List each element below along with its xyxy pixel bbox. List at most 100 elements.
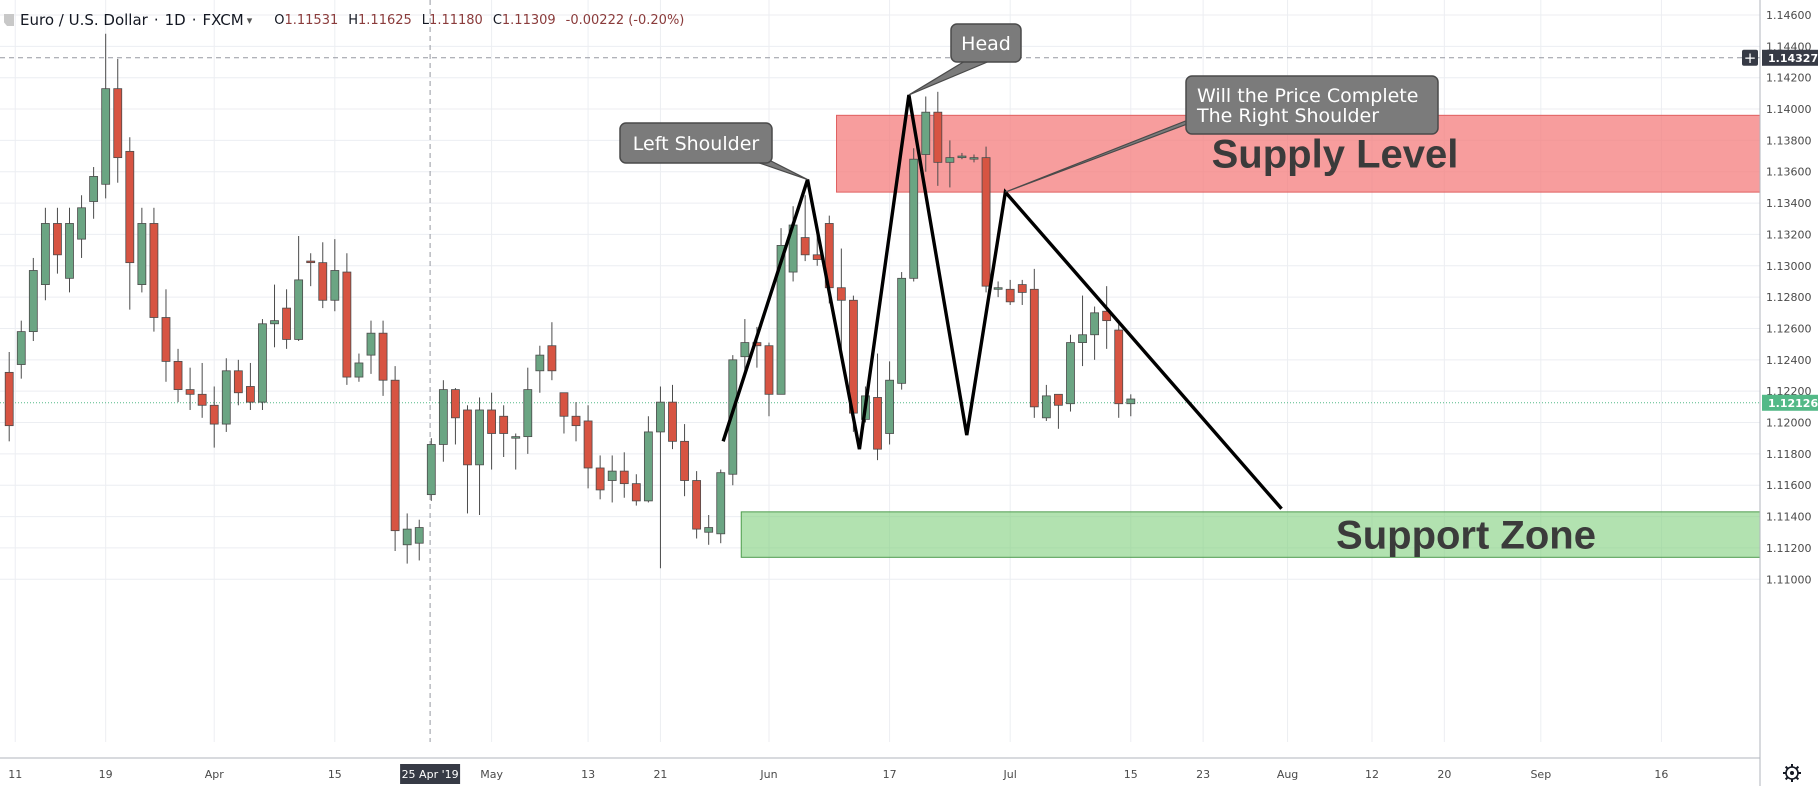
candle xyxy=(487,392,497,470)
candle xyxy=(463,405,472,514)
y-tick-label: 1.12400 xyxy=(1766,354,1812,367)
candle xyxy=(921,96,931,172)
chevron-down-icon[interactable]: ▾ xyxy=(246,13,253,27)
candle-body xyxy=(571,415,581,427)
gear-tooth xyxy=(1795,776,1800,781)
candle xyxy=(221,358,231,432)
x-tick-label: Sep xyxy=(1530,768,1551,781)
x-tick-label: 15 xyxy=(1124,768,1138,781)
candle xyxy=(65,207,74,293)
candle xyxy=(16,320,26,379)
candle xyxy=(1090,306,1099,360)
candle-body xyxy=(40,223,50,285)
candle-body xyxy=(77,207,86,240)
candle xyxy=(776,228,786,395)
candle xyxy=(969,154,979,163)
y-tick-label: 1.11800 xyxy=(1766,448,1812,461)
candle xyxy=(1102,286,1112,349)
candle-body xyxy=(173,360,183,391)
candle-body xyxy=(463,409,472,466)
x-tick-label: 23 xyxy=(1196,768,1210,781)
left-shoulder-callout: Left Shoulder xyxy=(619,122,808,181)
candle-body xyxy=(221,370,231,425)
candle xyxy=(547,322,557,381)
candle-body xyxy=(957,155,967,159)
candle-body xyxy=(583,420,593,469)
candle-body xyxy=(559,392,569,417)
x-tick-label: 15 xyxy=(328,768,342,781)
candle xyxy=(1126,394,1136,417)
badge-bg xyxy=(1762,49,1818,66)
candle xyxy=(258,319,267,410)
candle-body xyxy=(438,389,448,445)
candle-body xyxy=(161,317,171,362)
candle xyxy=(559,392,569,434)
candle-body xyxy=(53,223,62,256)
y-tick-label: 1.13600 xyxy=(1766,166,1812,179)
interval-label[interactable]: 1D xyxy=(164,11,186,29)
plus-glyph: + xyxy=(1744,49,1757,67)
candle-body xyxy=(607,470,617,481)
support-zone xyxy=(740,511,1761,558)
candle-body xyxy=(1090,312,1099,336)
y-tick-label: 1.13200 xyxy=(1766,228,1812,241)
x-tick-label: 21 xyxy=(653,768,667,781)
candle-body xyxy=(873,397,882,450)
x-tick-label: 12 xyxy=(1365,768,1379,781)
candle xyxy=(438,380,448,462)
candle xyxy=(1041,384,1051,421)
y-tick-label: 1.12800 xyxy=(1766,291,1812,304)
callout-pointer xyxy=(908,57,998,96)
candle-body xyxy=(1126,398,1136,405)
candle-body xyxy=(65,223,74,279)
candle xyxy=(897,272,907,390)
y-tick-label: 1.11600 xyxy=(1766,479,1812,492)
candle-body xyxy=(245,386,255,403)
candle xyxy=(1017,279,1027,305)
candle xyxy=(668,384,677,450)
y-tick-label: 1.11200 xyxy=(1766,542,1812,555)
ohlc-close: C1.11309 xyxy=(492,12,556,28)
candle-body xyxy=(378,332,388,381)
candle xyxy=(1114,323,1124,418)
candle-body xyxy=(499,415,509,434)
symbol-name[interactable]: Euro / U.S. Dollar xyxy=(20,11,148,29)
candle xyxy=(957,152,967,160)
gear-icon[interactable] xyxy=(1783,764,1801,782)
candle-body xyxy=(4,371,14,427)
last-price-badge: 1.12126 xyxy=(1762,394,1818,411)
candle xyxy=(113,58,123,183)
candle-body xyxy=(1029,288,1039,408)
candle xyxy=(680,424,689,497)
candle-body xyxy=(306,260,316,264)
candle-body xyxy=(704,527,714,533)
candle-body xyxy=(643,431,653,502)
candle-body xyxy=(535,354,545,372)
candle xyxy=(873,353,882,461)
candle-body xyxy=(969,157,979,160)
callout-text: The Right Shoulder xyxy=(1196,105,1379,127)
candle-body xyxy=(1005,288,1015,303)
candle-body xyxy=(1041,395,1051,419)
candle xyxy=(523,367,533,454)
crosshair-date-badge: 25 Apr '19 xyxy=(400,764,461,784)
candle-body xyxy=(270,320,279,325)
callout-box xyxy=(1185,75,1439,135)
candle xyxy=(740,319,750,378)
candle-body xyxy=(137,223,147,285)
candle xyxy=(945,140,955,188)
ohlc-values: O1.11531 H1.11625 L1.11180 C1.11309 -0.0… xyxy=(274,13,684,28)
candle-body xyxy=(897,277,907,384)
candle xyxy=(378,320,388,396)
candle xyxy=(800,195,810,262)
exchange-label[interactable]: FXCM xyxy=(202,11,244,29)
candle xyxy=(595,455,605,500)
candle-body xyxy=(523,389,533,438)
gear-center xyxy=(1790,771,1794,775)
candle xyxy=(764,342,774,417)
candle-body xyxy=(330,270,340,301)
candle xyxy=(197,362,207,418)
candle-body xyxy=(692,480,702,530)
candle xyxy=(161,289,171,382)
